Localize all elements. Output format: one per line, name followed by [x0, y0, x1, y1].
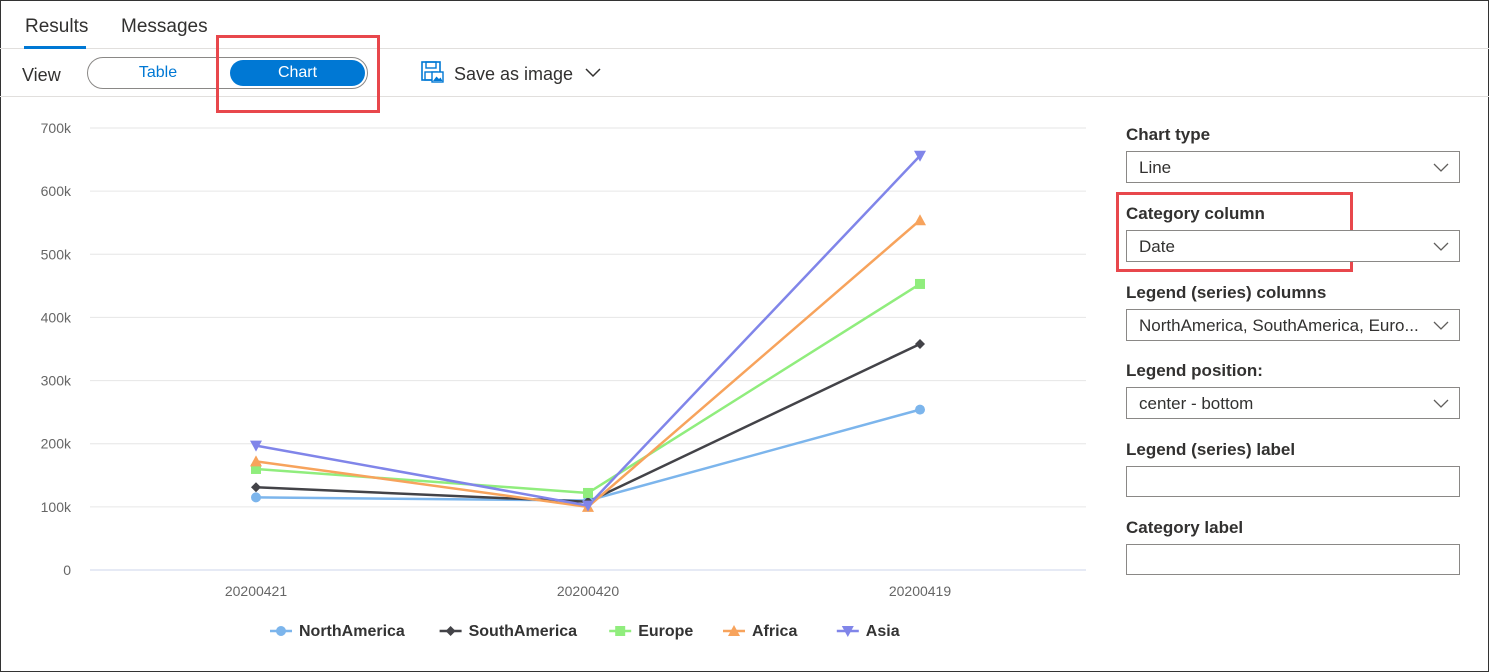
y-tick-label: 700k	[41, 120, 72, 136]
legend-item-northamerica[interactable]: NorthAmerica	[270, 623, 405, 640]
y-tick-label: 0	[63, 562, 71, 578]
legend-marker	[445, 626, 456, 636]
category-label-label: Category label	[1126, 518, 1244, 537]
y-tick-label: 400k	[41, 309, 72, 325]
chevron-down-icon	[1433, 396, 1449, 414]
legend-marker	[276, 626, 286, 636]
y-tick-label: 300k	[41, 373, 72, 389]
legend-marker	[841, 626, 854, 637]
data-point-europe[interactable]	[583, 487, 593, 498]
results-tabbar: Results Messages	[0, 0, 1489, 49]
table-view-button[interactable]: Table	[138, 64, 178, 81]
chart-type-dropdown[interactable]: Line	[1126, 151, 1460, 183]
view-toolbar: View Table Chart Save as image	[0, 49, 1489, 97]
data-point-europe[interactable]	[251, 463, 261, 474]
x-tick-label: 20200421	[225, 583, 288, 599]
legend-item-asia[interactable]: Asia	[836, 623, 900, 640]
data-point-asia[interactable]	[250, 440, 262, 452]
legend-label: NorthAmerica	[299, 623, 405, 640]
chevron-down-icon	[585, 65, 601, 83]
x-tick-label: 20200419	[889, 583, 952, 599]
save-image-icon	[420, 60, 444, 89]
legend-marker	[615, 626, 626, 636]
data-point-southamerica[interactable]	[915, 338, 925, 349]
series-line-northamerica[interactable]	[255, 408, 921, 502]
chevron-down-icon	[1433, 160, 1449, 178]
series-line-southamerica[interactable]	[255, 342, 921, 504]
chart-type-value: Line	[1139, 158, 1172, 177]
chevron-down-icon	[1433, 318, 1449, 336]
legend-series-label-label: Legend (series) label	[1126, 440, 1296, 459]
view-label: View	[22, 65, 61, 85]
data-point-africa[interactable]	[914, 214, 926, 226]
data-point-southamerica[interactable]	[251, 482, 261, 493]
active-tab-indicator	[24, 46, 86, 49]
y-tick-label: 500k	[41, 246, 72, 262]
legend-label: Europe	[638, 623, 693, 640]
category-column-dropdown[interactable]: Date	[1126, 230, 1460, 262]
data-point-asia[interactable]	[914, 150, 926, 162]
category-column-value: Date	[1139, 237, 1175, 256]
save-as-image-label: Save as image	[454, 63, 574, 84]
chart-type-label: Chart type	[1126, 125, 1211, 144]
view-toggle: Table Chart	[87, 57, 368, 89]
save-as-image-button[interactable]: Save as image	[420, 60, 601, 89]
legend-columns-value: NorthAmerica, SouthAmerica, Euro...	[1139, 316, 1419, 335]
data-point-africa[interactable]	[250, 455, 262, 467]
y-tick-label: 100k	[41, 499, 72, 515]
tab-results[interactable]: Results	[25, 16, 89, 37]
legend-columns-label: Legend (series) columns	[1126, 283, 1327, 302]
legend-marker	[728, 625, 740, 636]
line-chart: 0 100k 200k 300k 400k 500k 600k 700k 20200421 20…	[0, 98, 1100, 670]
series-line-europe[interactable]	[255, 282, 921, 495]
legend-label: Asia	[866, 623, 900, 640]
y-tick-label: 200k	[41, 436, 72, 452]
legend-position-value: center - bottom	[1139, 394, 1254, 413]
data-point-northamerica[interactable]	[251, 492, 261, 503]
data-point-northamerica[interactable]	[915, 404, 925, 415]
legend-item-africa[interactable]: Africa	[723, 623, 797, 640]
legend-columns-dropdown[interactable]: NorthAmerica, SouthAmerica, Euro...	[1126, 309, 1460, 341]
data-point-asia[interactable]	[582, 500, 594, 512]
category-label-input[interactable]	[1126, 544, 1460, 575]
data-point-europe[interactable]	[915, 278, 925, 289]
legend-position-dropdown[interactable]: center - bottom	[1126, 387, 1460, 419]
legend-item-southamerica[interactable]: SouthAmerica	[439, 623, 578, 640]
legend-label: Africa	[752, 623, 797, 640]
legend-item-europe[interactable]: Europe	[609, 623, 693, 640]
chart-view-button[interactable]: Chart	[230, 60, 365, 86]
legend-series-label-input[interactable]	[1126, 466, 1460, 497]
category-column-label: Category column	[1126, 204, 1265, 223]
series-line-asia[interactable]	[255, 154, 921, 507]
legend-label: SouthAmerica	[469, 623, 578, 640]
tab-messages[interactable]: Messages	[121, 16, 208, 37]
y-tick-label: 600k	[41, 183, 72, 199]
x-tick-label: 20200420	[557, 583, 620, 599]
chevron-down-icon	[1433, 239, 1449, 257]
line-chart-svg: 0 100k 200k 300k 400k 500k 600k 700k 20200421 20…	[41, 120, 1086, 640]
legend-position-label: Legend position:	[1126, 361, 1263, 380]
